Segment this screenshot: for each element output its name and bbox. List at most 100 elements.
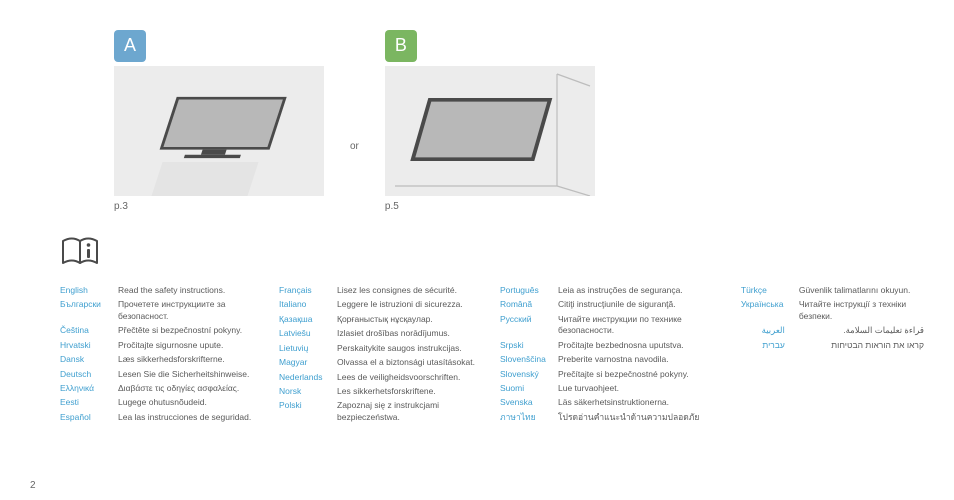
lang-row: EnglishRead the safety instructions. (60, 285, 267, 296)
lang-col-3: PortuguêsLeia as instruções de segurança… (500, 285, 729, 427)
lang-text: Leia as instruções de segurança. (558, 285, 729, 296)
lang-name: Suomi (500, 383, 558, 394)
caption-a: p.3 (114, 200, 324, 213)
lang-name: Norsk (279, 386, 337, 397)
lang-text: Læs sikkerhedsforskrifterne. (118, 354, 267, 365)
lang-text: Olvassa el a biztonsági utasításokat. (337, 357, 488, 368)
lang-name: Français (279, 285, 337, 296)
lang-name: Українська (741, 299, 799, 322)
lang-name: Lietuvių (279, 343, 337, 354)
lang-text: Қорғаныстық нұсқаулар. (337, 314, 488, 325)
lang-row: SuomiLue turvaohjeet. (500, 383, 729, 394)
lang-text: Читайте инструкции по технике безопаснос… (558, 314, 729, 337)
lang-name: ภาษาไทย (500, 412, 558, 423)
badge-a: A (114, 30, 146, 62)
lang-row: PolskiZapoznaj się z instrukcjami bezpie… (279, 400, 488, 423)
lang-row: ΕλληνικάΔιαβάστε τις οδηγίες ασφαλείας. (60, 383, 267, 394)
lang-name: Nederlands (279, 372, 337, 383)
lang-text: Lue turvaohjeet. (558, 383, 729, 394)
lang-text: Zapoznaj się z instrukcjami bezpieczeńst… (337, 400, 488, 423)
lang-text: Прочетете инструкциите за безопасност. (118, 299, 267, 322)
lang-name: Italiano (279, 299, 337, 310)
option-a: A p.3 (114, 30, 324, 213)
lang-row: ภาษาไทยโปรดอ่านคำแนะนำด้านความปลอดภัย (500, 412, 729, 423)
lang-text: Pročitajte bezbednosna uputstva. (558, 340, 729, 351)
option-b: B p.5 (385, 30, 595, 213)
lang-text: Preberite varnostna navodila. (558, 354, 729, 365)
lang-text: Leggere le istruzioni di sicurezza. (337, 299, 488, 310)
language-grid: EnglishRead the safety instructions.Бълг… (60, 285, 924, 427)
lang-text: Prečítajte si bezpečnostné pokyny. (558, 369, 729, 380)
lang-name: Hrvatski (60, 340, 118, 351)
lang-name: Slovenščina (500, 354, 558, 365)
separator-or: or (344, 140, 365, 153)
lang-row: DanskLæs sikkerhedsforskrifterne. (60, 354, 267, 365)
lang-name: Ελληνικά (60, 383, 118, 394)
lang-text: Lugege ohutusnõudeid. (118, 397, 267, 408)
lang-text: Perskaitykite saugos instrukcijas. (337, 343, 488, 354)
lang-row: FrançaisLisez les consignes de sécurité. (279, 285, 488, 296)
lang-row: RomânăCitiţi instrucţiunile de siguranţă… (500, 299, 729, 310)
lang-row: ČeštinaPřečtěte si bezpečnostní pokyny. (60, 325, 267, 336)
badge-b: B (385, 30, 417, 62)
lang-row: EestiLugege ohutusnõudeid. (60, 397, 267, 408)
lang-row: NorskLes sikkerhetsforskriftene. (279, 386, 488, 397)
lang-text: Izlasiet drošības norādījumus. (337, 328, 488, 339)
lang-row: ҚазақшаҚорғаныстық нұсқаулар. (279, 314, 488, 325)
lang-row: LatviešuIzlasiet drošības norādījumus. (279, 328, 488, 339)
lang-name: Svenska (500, 397, 558, 408)
lang-col-4: TürkçeGüvenlik talimatlarını okuyun.Укра… (741, 285, 924, 427)
lang-row: РусскийЧитайте инструкции по технике без… (500, 314, 729, 337)
lang-text: Güvenlik talimatlarını okuyun. (799, 285, 924, 296)
lang-text: Läs säkerhetsinstruktionerna. (558, 397, 729, 408)
lang-text: Lees de veiligheidsvoorschriften. (337, 372, 488, 383)
lang-row: EspañolLea las instrucciones de segurida… (60, 412, 267, 423)
lang-text: Lisez les consignes de sécurité. (337, 285, 488, 296)
manual-info-icon (60, 233, 924, 271)
lang-text: Lesen Sie die Sicherheitshinweise. (118, 369, 267, 380)
lang-text: Pročitajte sigurnosne upute. (118, 340, 267, 351)
lang-row: NederlandsLees de veiligheidsvoorschrift… (279, 372, 488, 383)
lang-name: Deutsch (60, 369, 118, 380)
page-number: 2 (30, 479, 36, 492)
lang-row: SlovenščinaPreberite varnostna navodila. (500, 354, 729, 365)
lang-name: Русский (500, 314, 558, 337)
lang-row: УкраїнськаЧитайте інструкції з техніки б… (741, 299, 924, 322)
lang-row: HrvatskiPročitajte sigurnosne upute. (60, 340, 267, 351)
lang-row: SrpskiPročitajte bezbednosna uputstva. (500, 340, 729, 351)
lang-name: Қазақша (279, 314, 337, 325)
mounting-options-row: A p.3 or B (114, 30, 924, 213)
lang-text: Read the safety instructions. (118, 285, 267, 296)
lang-text: קראו את הוראות הבטיחות (785, 340, 924, 351)
lang-name: Dansk (60, 354, 118, 365)
lang-text: Читайте інструкції з техніки безпеки. (799, 299, 924, 322)
lang-name: English (60, 285, 118, 296)
lang-name: Eesti (60, 397, 118, 408)
lang-col-1: EnglishRead the safety instructions.Бълг… (60, 285, 267, 427)
lang-text: قراءة تعليمات السلامة. (785, 325, 924, 336)
lang-row: קראו את הוראות הבטיחותעברית (741, 340, 924, 351)
lang-name: Български (60, 299, 118, 322)
lang-name: Türkçe (741, 285, 799, 296)
illustration-b-wallmount (385, 66, 595, 196)
lang-row: MagyarOlvassa el a biztonsági utasítások… (279, 357, 488, 368)
lang-name: Srpski (500, 340, 558, 351)
lang-text: โปรดอ่านคำแนะนำด้านความปลอดภัย (558, 412, 729, 423)
lang-name: Latviešu (279, 328, 337, 339)
lang-text: Přečtěte si bezpečnostní pokyny. (118, 325, 267, 336)
lang-name: Polski (279, 400, 337, 423)
lang-name: العربية (741, 325, 785, 336)
lang-row: TürkçeGüvenlik talimatlarını okuyun. (741, 285, 924, 296)
lang-name: עברית (741, 340, 785, 351)
lang-text: Citiţi instrucţiunile de siguranţă. (558, 299, 729, 310)
lang-row: SvenskaLäs säkerhetsinstruktionerna. (500, 397, 729, 408)
lang-name: Português (500, 285, 558, 296)
lang-row: قراءة تعليمات السلامة.العربية (741, 325, 924, 336)
lang-text: Les sikkerhetsforskriftene. (337, 386, 488, 397)
lang-row: ItalianoLeggere le istruzioni di sicurez… (279, 299, 488, 310)
lang-col-2: FrançaisLisez les consignes de sécurité.… (279, 285, 488, 427)
lang-name: Español (60, 412, 118, 423)
lang-name: Magyar (279, 357, 337, 368)
lang-row: SlovenskýPrečítajte si bezpečnostné poky… (500, 369, 729, 380)
illustration-a-stand (114, 66, 324, 196)
